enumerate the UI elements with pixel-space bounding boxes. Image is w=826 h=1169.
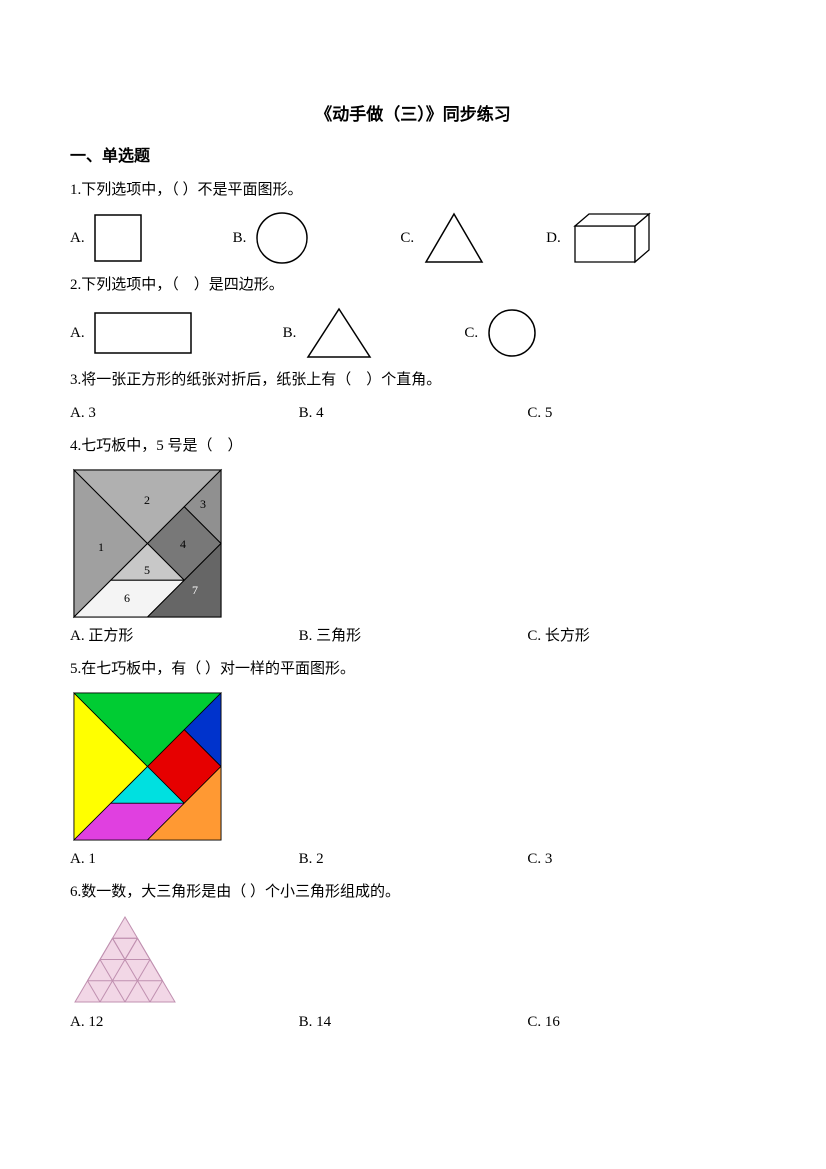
question-6-text: 6.数一数，大三角形是由（ ）个小三角形组成的。 — [70, 879, 756, 906]
triangle-grid-figure — [70, 912, 180, 1007]
q1-a-label: A. — [70, 225, 85, 252]
q2-a-label: A. — [70, 320, 85, 347]
question-5-options: A. 1 B. 2 C. 3 — [70, 846, 756, 873]
q2-b-label: B. — [283, 320, 297, 347]
svg-text:1: 1 — [98, 540, 104, 554]
question-6-options: A. 12 B. 14 C. 16 — [70, 1009, 756, 1036]
question-4-text: 4.七巧板中，5 号是（ ） — [70, 433, 756, 460]
q4-option-c[interactable]: C. 长方形 — [527, 623, 756, 650]
svg-text:5: 5 — [144, 563, 150, 577]
q1-option-a[interactable]: A. — [70, 213, 143, 263]
triangle-icon — [422, 210, 486, 266]
q3-option-a[interactable]: A. 3 — [70, 400, 299, 427]
q6-option-b[interactable]: B. 14 — [299, 1009, 528, 1036]
question-3-text: 3.将一张正方形的纸张对折后，纸张上有（ ）个直角。 — [70, 367, 756, 394]
q5-option-a[interactable]: A. 1 — [70, 846, 299, 873]
triangle-icon — [304, 305, 374, 361]
question-3-options: A. 3 B. 4 C. 5 — [70, 400, 756, 427]
q3-option-c[interactable]: C. 5 — [527, 400, 756, 427]
tangram-gray-figure: 1 2 3 4 5 6 7 — [70, 466, 225, 621]
q5-option-b[interactable]: B. 2 — [299, 846, 528, 873]
q3-option-b[interactable]: B. 4 — [299, 400, 528, 427]
tangram-color-figure — [70, 689, 225, 844]
q5-option-c[interactable]: C. 3 — [527, 846, 756, 873]
q2-option-a[interactable]: A. — [70, 311, 193, 355]
q1-c-label: C. — [400, 225, 414, 252]
q4-option-b[interactable]: B. 三角形 — [299, 623, 528, 650]
svg-text:7: 7 — [192, 583, 198, 597]
question-4-options: A. 正方形 B. 三角形 C. 长方形 — [70, 623, 756, 650]
q6-option-c[interactable]: C. 16 — [527, 1009, 756, 1036]
q2-option-c[interactable]: C. — [464, 307, 538, 359]
question-2-options: A. B. C. — [70, 305, 756, 361]
q2-c-label: C. — [464, 320, 478, 347]
q1-option-c[interactable]: C. — [400, 210, 486, 266]
cuboid-icon — [569, 210, 659, 266]
q1-b-label: B. — [233, 225, 247, 252]
q2-option-b[interactable]: B. — [283, 305, 375, 361]
question-5-text: 5.在七巧板中，有（ ）对一样的平面图形。 — [70, 656, 756, 683]
circle-icon — [486, 307, 538, 359]
svg-text:2: 2 — [144, 493, 150, 507]
question-1-options: A. B. C. D. — [70, 210, 756, 266]
rectangle-icon — [93, 311, 193, 355]
section-heading: 一、单选题 — [70, 143, 756, 172]
q6-option-a[interactable]: A. 12 — [70, 1009, 299, 1036]
question-1-text: 1.下列选项中，（ ）不是平面图形。 — [70, 177, 756, 204]
q4-option-a[interactable]: A. 正方形 — [70, 623, 299, 650]
svg-text:3: 3 — [200, 497, 206, 511]
q1-option-d[interactable]: D. — [546, 210, 659, 266]
q1-d-label: D. — [546, 225, 561, 252]
square-icon — [93, 213, 143, 263]
circle-icon — [254, 210, 310, 266]
svg-text:6: 6 — [124, 591, 130, 605]
svg-text:4: 4 — [180, 537, 186, 551]
page-title: 《动手做（三）》同步练习 — [70, 100, 756, 131]
question-2-text: 2.下列选项中，（ ）是四边形。 — [70, 272, 756, 299]
q1-option-b[interactable]: B. — [233, 210, 311, 266]
